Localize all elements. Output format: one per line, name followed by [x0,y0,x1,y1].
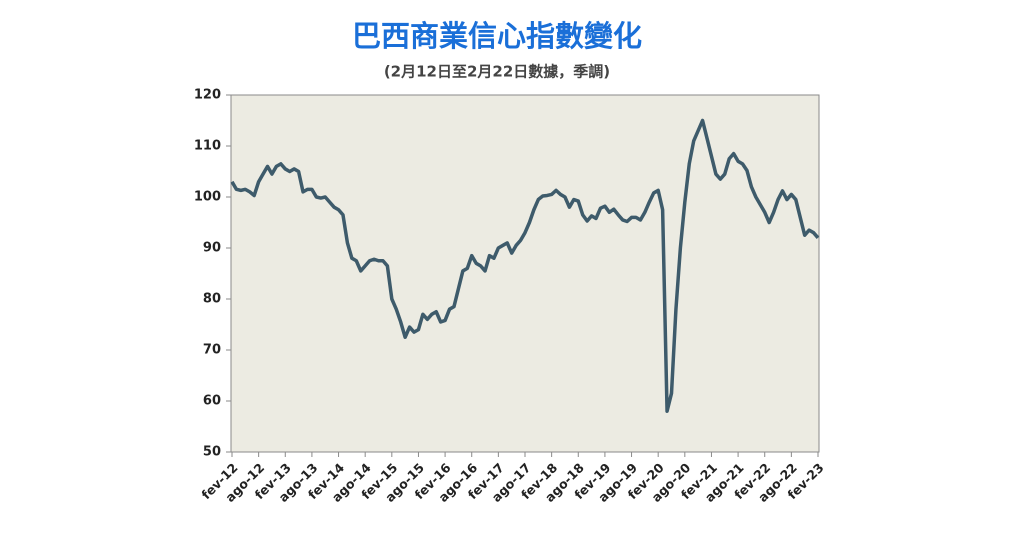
y-tick-label: 100 [194,190,221,205]
y-tick-label: 60 [203,394,221,409]
y-tick-label: 90 [203,241,221,256]
y-tick-label: 120 [194,88,221,103]
y-tick-label: 80 [203,292,221,307]
plot-area [230,94,820,453]
y-tick-label: 70 [203,343,221,358]
data-line [230,118,820,413]
chart-subtitle: (2月12日至2月22日數據，季調) [384,63,610,81]
chart-title: 巴西商業信心指數變化 [352,19,642,53]
y-tick-label: 50 [203,445,221,460]
y-tick-label: 110 [194,139,221,154]
